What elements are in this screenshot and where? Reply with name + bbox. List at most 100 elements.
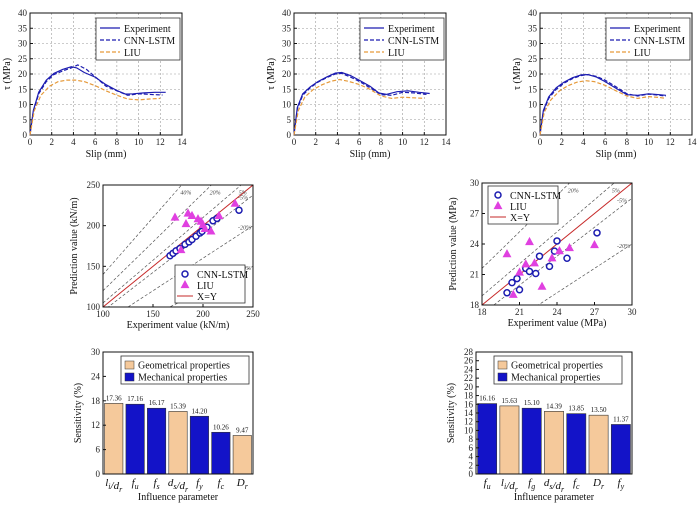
y-tick-label: 8 [469, 434, 474, 444]
y-tick-label: 0 [287, 130, 292, 140]
y-tick-label: 26 [464, 356, 474, 366]
plot-area: -20% -5% 5% 20% [482, 183, 632, 305]
category-label: fc [573, 477, 580, 491]
bar [147, 407, 167, 475]
data-point-liu [537, 281, 547, 290]
category-label: Dr [236, 477, 249, 491]
x-tick-label: 21 [515, 307, 524, 317]
legend-label: Mechanical properties [511, 373, 600, 384]
data-point-cnn-lstm [508, 278, 516, 287]
y-tick-label: 30 [528, 39, 538, 49]
error-band-line [103, 185, 183, 275]
legend-label: Geometrical properties [138, 361, 230, 372]
bar [544, 411, 564, 475]
bar-value-label: 15.63 [502, 397, 518, 405]
bar-chart-2: 16.16 fu 15.63 li/dr 15.10 fg 14.39 ds/dr 13.85 f… [446, 347, 633, 503]
bar [477, 403, 498, 475]
data-point-liu [525, 236, 534, 246]
bar-value-label: 14.20 [192, 407, 208, 415]
x-axis-label: Slip (mm) [350, 149, 391, 160]
plot-frame [539, 12, 693, 136]
x-tick-label: 14 [178, 137, 188, 147]
category-label: ds/dr [544, 477, 565, 494]
plot-frame [102, 184, 254, 308]
plot-frame [293, 12, 447, 136]
bar-value-label: 13.85 [568, 405, 584, 413]
data-point-cnn-lstm [563, 254, 571, 262]
bar-value-label: 17.36 [106, 394, 122, 402]
legend-label: LIU [124, 48, 141, 59]
bar-value-label: 17.16 [127, 395, 143, 403]
band-label: 40% [180, 190, 191, 197]
plot-frame [481, 182, 633, 306]
data-point-cnn-lstm [593, 229, 601, 237]
data-point-cnn-lstm [513, 274, 521, 283]
y-tick-label: 0 [469, 469, 474, 479]
error-band-line [103, 185, 242, 304]
bar [125, 403, 145, 475]
x-tick-label: 6 [357, 137, 362, 147]
bar-value-label: 14.39 [546, 402, 562, 410]
y-tick-label: 18 [464, 391, 474, 401]
data-point-liu [170, 212, 180, 221]
x-tick-label: 8 [115, 137, 120, 147]
x-tick-label: 0 [292, 137, 297, 147]
y-tick-label: 30 [282, 39, 292, 49]
error-band-line [107, 194, 253, 307]
y-tick-label: 35 [528, 23, 538, 33]
y-axis-label: Sensitivity (%) [446, 383, 457, 443]
x-axis-label: Influence parameter [138, 492, 219, 503]
bar [566, 413, 587, 475]
data-point-liu [230, 198, 240, 207]
line-chart-3: 0 2 4 6 8 10 12 14 0 5 10 15 20 25 30 35 40 ExperimentCNN… [512, 8, 697, 160]
y-tick-label: 10 [18, 100, 28, 110]
y-tick-label: 27 [470, 209, 480, 219]
legend-label: CNN-LSTM [197, 270, 248, 281]
data-point-liu [515, 267, 524, 276]
legend-label: CNN-LSTM [388, 36, 439, 47]
y-tick-label: 25 [282, 54, 292, 64]
bar-value-label: 10.26 [213, 423, 229, 431]
legend-box [95, 17, 181, 61]
x-tick-label: 200 [196, 309, 210, 319]
y-axis-label: Sensitivity (%) [73, 383, 84, 443]
x-tick-label: 10 [398, 137, 408, 147]
x-tick-label: 10 [134, 137, 144, 147]
data-point-cnn-lstm [235, 206, 243, 214]
y-tick-label: 15 [18, 84, 28, 94]
y-tick-label: 16 [464, 399, 474, 409]
legend-label: Experiment [634, 24, 681, 35]
band-label: -20% [617, 244, 630, 250]
category-label: fc [218, 477, 225, 491]
data-point-liu [187, 210, 197, 220]
y-tick-label: 24 [91, 371, 101, 381]
y-tick-label: 25 [18, 54, 28, 64]
y-tick-label: 2 [469, 460, 474, 470]
x-tick-label: 18 [478, 307, 488, 317]
category-label: fu [132, 477, 139, 491]
data-point-liu [493, 200, 503, 210]
data-point-liu [521, 259, 531, 268]
series-line-liu [293, 78, 425, 136]
x-tick-label: 14 [442, 137, 452, 147]
x-tick-label: 8 [625, 137, 630, 147]
series-line-experiment [293, 71, 430, 136]
legend-label: LIU [197, 281, 214, 292]
x-tick-label: 250 [246, 309, 260, 319]
data-point-cnn-lstm [553, 237, 561, 245]
x-tick-label: 27 [590, 307, 600, 317]
category-label: ds/dr [168, 477, 189, 494]
x-tick-label: 24 [553, 307, 563, 317]
data-point-cnn-lstm [515, 286, 524, 294]
data-point-liu [214, 210, 224, 220]
y-tick-label: 6 [469, 443, 474, 453]
data-point-liu [547, 253, 557, 262]
x-axis-label: Slip (mm) [596, 149, 637, 160]
x-tick-label: 100 [96, 309, 110, 319]
legend-label: X=Y [197, 292, 217, 303]
bar-chart-1: 17.36 li/dr 17.16 fu 16.17 fs 15.39 ds/dr 14.20 f… [73, 347, 254, 503]
y-tick-label: 22 [464, 373, 473, 383]
y-tick-label: 30 [470, 178, 480, 188]
y-tick-label: 20 [464, 382, 474, 392]
category-label: fy [618, 477, 625, 491]
